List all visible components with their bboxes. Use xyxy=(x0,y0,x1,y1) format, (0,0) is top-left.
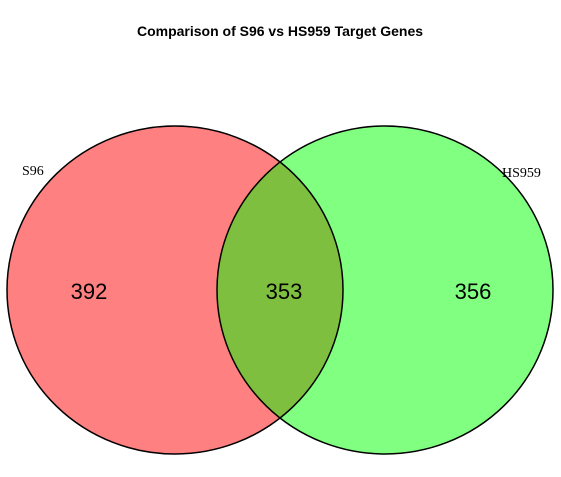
count-hs959-only: 356 xyxy=(455,279,492,304)
intersection-region xyxy=(217,126,343,454)
set-hs959-outline xyxy=(216,125,554,455)
set-label-hs959: HS959 xyxy=(502,166,541,181)
count-s96-only: 392 xyxy=(71,279,108,304)
set-label-s96: S96 xyxy=(22,164,44,179)
diagram-title: Comparison of S96 vs HS959 Target Genes xyxy=(137,23,423,39)
count-intersection: 353 xyxy=(266,279,303,304)
set-s96-outline xyxy=(6,125,344,455)
